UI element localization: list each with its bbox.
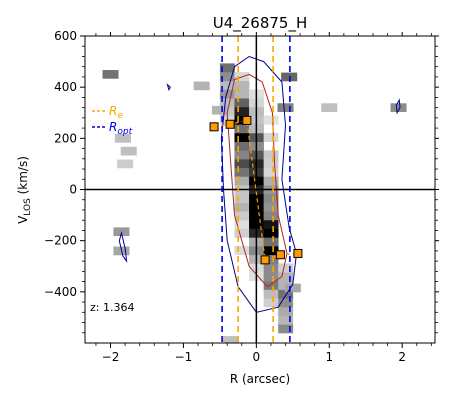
map-cell bbox=[234, 176, 250, 186]
map-cell bbox=[263, 132, 279, 142]
map-cell bbox=[234, 80, 250, 90]
map-cell bbox=[278, 306, 294, 316]
x-tick-label: 2 bbox=[398, 350, 406, 364]
map-cell bbox=[222, 336, 239, 343]
y-tick-label: 0 bbox=[69, 183, 77, 197]
map-cell bbox=[263, 263, 279, 273]
map-cell bbox=[234, 246, 250, 256]
map-cell bbox=[263, 246, 279, 256]
map-cell bbox=[263, 202, 279, 212]
inner-contour bbox=[226, 73, 288, 288]
map-cell bbox=[278, 289, 294, 299]
map-cell bbox=[234, 106, 250, 116]
map-cell bbox=[117, 159, 134, 169]
y-tick-label: 600 bbox=[54, 29, 77, 43]
map-cell bbox=[219, 80, 235, 90]
redshift-annotation: z: 1.364 bbox=[90, 301, 134, 314]
chart-title: U4_26875_H bbox=[213, 14, 308, 33]
map-cell bbox=[102, 70, 119, 79]
plot-area bbox=[85, 36, 435, 343]
map-cell bbox=[234, 124, 250, 134]
y-tick-label: 200 bbox=[54, 131, 77, 145]
rotation-curve-point bbox=[293, 248, 303, 258]
intensity-map bbox=[102, 63, 407, 343]
legend: Re Ropt bbox=[92, 104, 133, 137]
map-cell bbox=[263, 289, 279, 299]
contour-patch bbox=[166, 83, 171, 91]
contour-lines bbox=[118, 55, 401, 313]
x-tick-label: −1 bbox=[175, 350, 193, 364]
map-cell bbox=[390, 103, 407, 112]
map-cell bbox=[278, 315, 294, 325]
legend-re-label: Re bbox=[109, 104, 123, 121]
map-cell bbox=[219, 89, 235, 99]
map-cell bbox=[278, 324, 294, 334]
map-cell bbox=[234, 98, 250, 108]
map-cell bbox=[263, 254, 279, 264]
map-cell bbox=[234, 159, 250, 169]
map-cell bbox=[234, 219, 250, 229]
map-cell bbox=[219, 72, 235, 82]
map-cell bbox=[234, 202, 250, 212]
x-tick-label: 1 bbox=[325, 350, 333, 364]
map-cell bbox=[120, 146, 137, 156]
y-axis-label: VLOS (km/s) bbox=[16, 156, 33, 224]
map-cell bbox=[234, 228, 250, 238]
map-cell bbox=[263, 298, 279, 308]
map-cell bbox=[263, 159, 279, 169]
rotation-curve-point bbox=[242, 115, 252, 125]
map-cell bbox=[234, 115, 250, 125]
map-cell bbox=[114, 133, 131, 143]
map-cell bbox=[234, 167, 250, 177]
map-cell bbox=[263, 150, 279, 160]
map-cell bbox=[263, 228, 279, 238]
legend-ropt-label: Ropt bbox=[109, 120, 133, 137]
rotation-curve-point bbox=[275, 250, 285, 260]
map-cell bbox=[321, 103, 338, 112]
reference-lines bbox=[85, 36, 435, 343]
map-cell bbox=[234, 132, 250, 142]
map-cell bbox=[234, 141, 250, 151]
map-cell bbox=[278, 263, 294, 273]
y-tick-label: −200 bbox=[44, 234, 77, 248]
y-tick-label: 400 bbox=[54, 80, 77, 94]
x-axis-label: R (arcsec) bbox=[230, 372, 290, 386]
map-cell bbox=[278, 272, 294, 282]
map-cell bbox=[263, 176, 279, 186]
map-cell bbox=[277, 103, 294, 112]
map-cell bbox=[263, 237, 279, 247]
map-cell bbox=[234, 150, 250, 160]
axis-ticks: −2 −1 0 1 2 600 400 200 0 −200 −400 bbox=[44, 29, 439, 364]
outer-contour bbox=[220, 55, 298, 313]
map-cell bbox=[263, 115, 279, 125]
x-tick-label: −2 bbox=[102, 350, 120, 364]
map-cell bbox=[211, 105, 228, 115]
contour-patch bbox=[395, 98, 401, 115]
contour-patch bbox=[118, 231, 128, 263]
map-cell bbox=[234, 193, 250, 203]
rotation-curve-point bbox=[225, 119, 235, 129]
y-tick-label: −400 bbox=[44, 285, 77, 299]
rotation-curve-point bbox=[209, 122, 219, 132]
map-cell bbox=[234, 89, 250, 99]
x-tick-label: 0 bbox=[253, 350, 261, 364]
map-cell bbox=[263, 219, 279, 229]
map-cell bbox=[263, 193, 279, 203]
map-cell bbox=[278, 298, 294, 308]
map-cell bbox=[263, 272, 279, 282]
map-cell bbox=[284, 283, 301, 293]
rotation-curve bbox=[209, 115, 303, 265]
map-cell bbox=[219, 98, 235, 108]
map-cell bbox=[219, 63, 235, 73]
map-cell bbox=[234, 211, 250, 221]
map-cell bbox=[263, 211, 279, 221]
map-cell bbox=[263, 167, 279, 177]
rotation-curve-point bbox=[260, 255, 270, 265]
map-cell bbox=[263, 280, 279, 290]
map-cell bbox=[193, 81, 210, 91]
